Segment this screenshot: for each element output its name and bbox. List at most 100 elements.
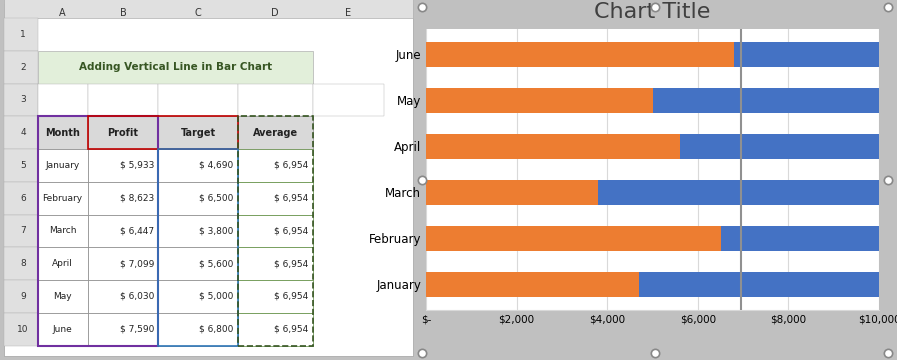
Bar	[38, 116, 88, 149]
FancyBboxPatch shape	[4, 4, 413, 356]
Bar	[4, 51, 38, 84]
Text: April: April	[52, 259, 73, 268]
Text: June: June	[53, 325, 73, 334]
Text: D: D	[272, 8, 279, 18]
Bar	[238, 149, 313, 182]
Bar	[238, 182, 313, 215]
Bar	[38, 51, 313, 84]
Text: $ 6,500: $ 6,500	[199, 194, 233, 203]
Bar	[38, 84, 88, 116]
Bar	[38, 215, 88, 247]
Text: 4: 4	[20, 128, 26, 137]
Text: A: A	[59, 8, 65, 18]
Text: $ 6,030: $ 6,030	[120, 292, 154, 301]
Bar	[159, 280, 238, 313]
Text: 2: 2	[20, 63, 26, 72]
Bar	[159, 215, 238, 247]
Text: Average: Average	[253, 128, 298, 138]
Bar	[238, 313, 313, 346]
Text: $ 5,000: $ 5,000	[199, 292, 233, 301]
Bar	[4, 116, 38, 149]
Bar	[4, 84, 38, 116]
Bar	[38, 247, 88, 280]
Text: $ 6,447: $ 6,447	[120, 226, 154, 235]
Bar	[4, 18, 38, 51]
Bar	[4, 280, 38, 313]
Bar	[38, 116, 159, 346]
Text: $ 5,600: $ 5,600	[199, 259, 233, 268]
Bar	[88, 84, 159, 116]
Text: $ 7,099: $ 7,099	[120, 259, 154, 268]
Bar	[313, 84, 384, 116]
Bar	[426, 226, 720, 251]
Text: $ 6,954: $ 6,954	[274, 292, 309, 301]
Bar	[680, 134, 897, 159]
Text: 10: 10	[17, 325, 29, 334]
Bar	[4, 247, 38, 280]
Bar	[38, 149, 88, 182]
Bar	[238, 215, 313, 247]
Text: Adding Vertical Line in Bar Chart: Adding Vertical Line in Bar Chart	[79, 62, 272, 72]
Text: $ 6,954: $ 6,954	[274, 325, 309, 334]
Bar	[238, 84, 313, 116]
Bar	[238, 116, 313, 346]
Bar	[38, 313, 88, 346]
Bar	[88, 116, 159, 149]
Text: $ 6,954: $ 6,954	[274, 226, 309, 235]
Bar	[426, 134, 680, 159]
Text: March: March	[48, 226, 76, 235]
Text: E: E	[345, 8, 352, 18]
Bar	[88, 280, 159, 313]
Text: $ 5,933: $ 5,933	[120, 161, 154, 170]
Bar	[720, 226, 897, 251]
Bar	[159, 149, 238, 182]
Text: January: January	[46, 161, 80, 170]
Bar	[88, 149, 159, 182]
Text: 5: 5	[20, 161, 26, 170]
Bar	[4, 313, 38, 346]
Title: Chart Title: Chart Title	[595, 2, 710, 22]
Bar	[426, 41, 734, 67]
Text: $ 6,954: $ 6,954	[274, 161, 309, 170]
Text: 1: 1	[20, 30, 26, 39]
Bar	[238, 247, 313, 280]
Bar	[159, 149, 238, 346]
Text: February: February	[42, 194, 83, 203]
Text: $ 3,800: $ 3,800	[199, 226, 233, 235]
Text: $ 6,800: $ 6,800	[199, 325, 233, 334]
Bar	[88, 182, 159, 215]
Bar	[4, 149, 38, 182]
Bar	[159, 247, 238, 280]
Text: C: C	[195, 8, 202, 18]
Text: Month: Month	[45, 128, 80, 138]
Bar	[159, 84, 238, 116]
Text: $ 7,590: $ 7,590	[120, 325, 154, 334]
Text: Target: Target	[180, 128, 215, 138]
Bar	[38, 280, 88, 313]
Text: May: May	[53, 292, 72, 301]
Text: $ 6,954: $ 6,954	[274, 194, 309, 203]
Text: $ 8,623: $ 8,623	[120, 194, 154, 203]
Bar	[159, 116, 238, 149]
Text: 3: 3	[20, 95, 26, 104]
Bar	[159, 313, 238, 346]
Text: $ 6,954: $ 6,954	[274, 259, 309, 268]
Text: Profit: Profit	[108, 128, 138, 138]
Bar	[238, 280, 313, 313]
Bar	[88, 116, 238, 149]
Text: 7: 7	[20, 226, 26, 235]
Bar	[426, 180, 598, 205]
Text: B: B	[119, 8, 126, 18]
Bar	[639, 271, 897, 297]
Text: $ 4,690: $ 4,690	[199, 161, 233, 170]
Text: 8: 8	[20, 259, 26, 268]
Bar	[4, 182, 38, 215]
Bar	[238, 116, 313, 149]
Bar	[652, 87, 897, 113]
Bar	[88, 215, 159, 247]
Bar	[88, 247, 159, 280]
Bar	[88, 313, 159, 346]
Bar	[4, 215, 38, 247]
Bar	[4, 0, 413, 18]
Bar	[38, 182, 88, 215]
